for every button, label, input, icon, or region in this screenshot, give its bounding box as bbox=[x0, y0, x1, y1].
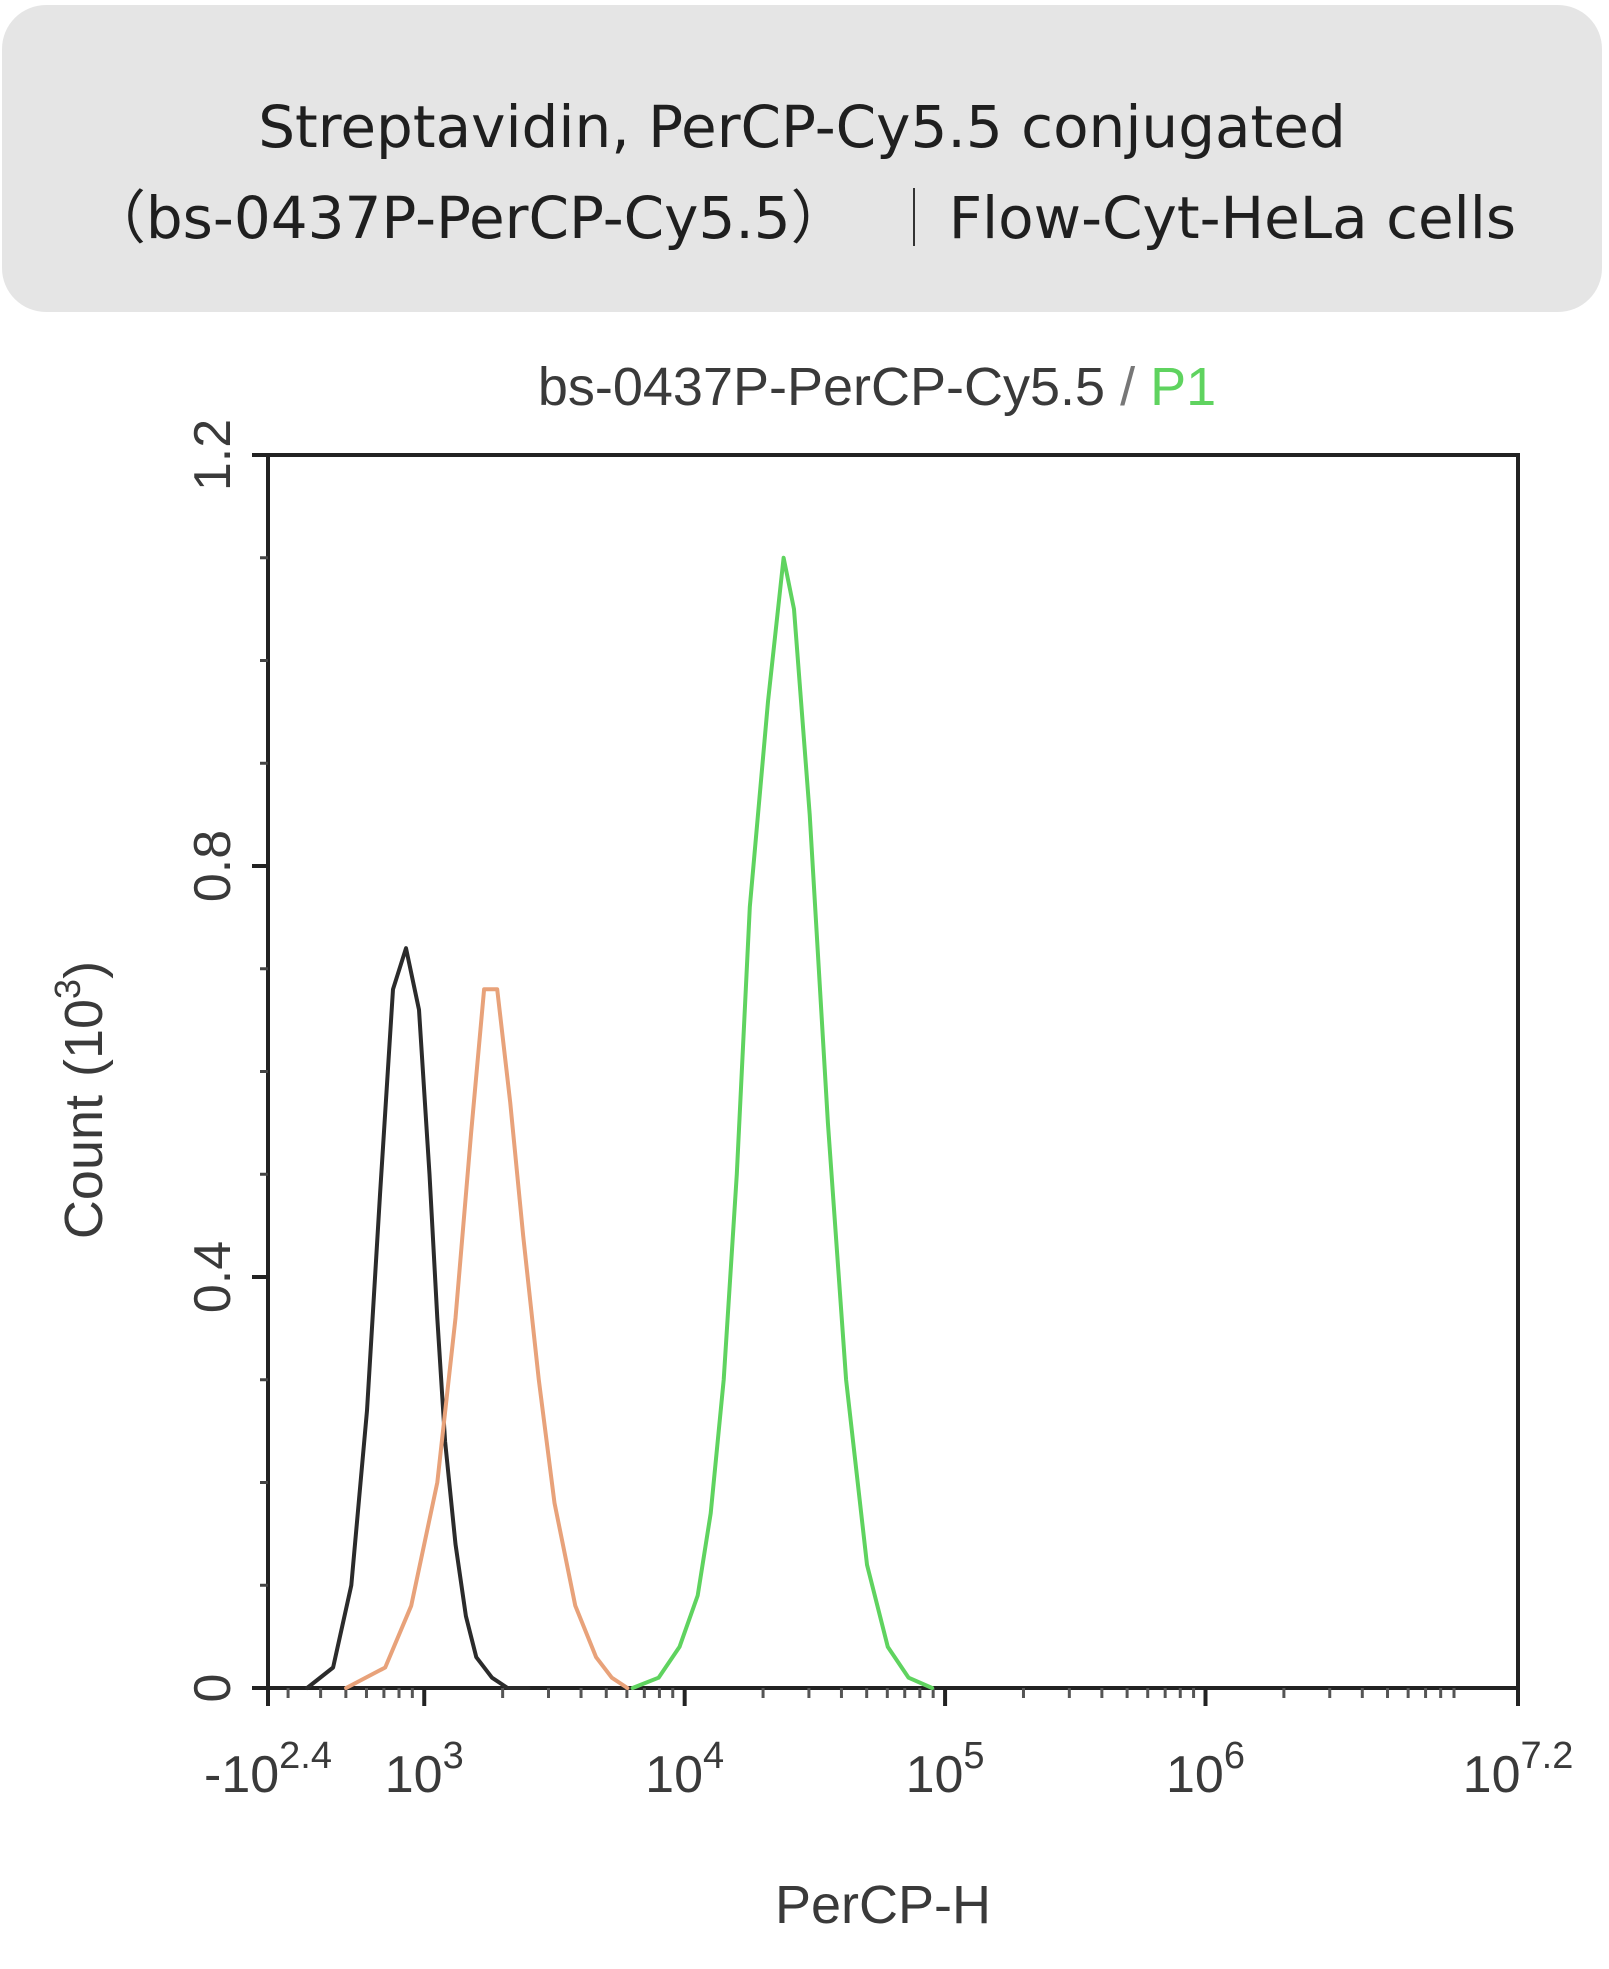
x-tick-label-base: 10 bbox=[1166, 1746, 1224, 1804]
chart-title-gate: P1 bbox=[1150, 357, 1216, 417]
x-tick-label-exponent: 2.4 bbox=[279, 1735, 332, 1777]
x-tick-label: 106 bbox=[1166, 1735, 1245, 1804]
x-tick-label-base: 10 bbox=[906, 1746, 964, 1804]
chart-title-sample: bs-0437P-PerCP-Cy5.5 bbox=[538, 357, 1105, 417]
product-code: （bs-0437P-PerCP-Cy5.5） bbox=[87, 184, 849, 252]
x-tick-label-base: -10 bbox=[204, 1746, 279, 1804]
title-separator bbox=[912, 188, 915, 246]
x-tick-label: 105 bbox=[906, 1735, 985, 1804]
x-tick-label-exponent: 5 bbox=[963, 1735, 984, 1777]
chart-title: bs-0437P-PerCP-Cy5.5 / P1 bbox=[538, 357, 1216, 417]
x-axis: -102.4 103 104 105 106 107.2 bbox=[204, 1688, 1573, 1804]
x-tick-label: 103 bbox=[385, 1735, 464, 1804]
histogram-curve-sample bbox=[630, 555, 935, 1690]
chart-title-separator: / bbox=[1105, 357, 1150, 417]
y-axis-title-unit-close: ) bbox=[54, 961, 114, 979]
header-title-line2: （bs-0437P-PerCP-Cy5.5） Flow-Cyt-HeLa cell… bbox=[2, 171, 1602, 255]
header-panel: Streptavidin, PerCP-Cy5.5 conjugated （bs… bbox=[2, 5, 1602, 312]
y-axis-title-label: Count bbox=[54, 1095, 114, 1239]
y-tick-label: 0 bbox=[184, 1674, 242, 1703]
header-title-line1: Streptavidin, PerCP-Cy5.5 conjugated bbox=[258, 93, 1346, 161]
histogram-series bbox=[305, 555, 935, 1690]
plot-frame bbox=[266, 453, 1520, 1690]
x-tick-label-exponent: 6 bbox=[1224, 1735, 1245, 1777]
y-tick-label: 0.4 bbox=[184, 1241, 242, 1313]
x-tick-label-exponent: 7.2 bbox=[1521, 1735, 1574, 1777]
histogram-curve-control bbox=[305, 946, 531, 1690]
x-tick-label: 104 bbox=[645, 1735, 724, 1804]
y-axis-title-unit-exp: 3 bbox=[47, 979, 88, 999]
x-axis-title: PerCP-H bbox=[775, 1875, 991, 1935]
x-tick-label-base: 10 bbox=[645, 1746, 703, 1804]
y-axis: 0 0.4 0.8 1.2 bbox=[184, 419, 268, 1703]
x-tick-label-base: 10 bbox=[385, 1746, 443, 1804]
histogram-curve-isotype bbox=[344, 987, 630, 1690]
histogram-chart: bs-0437P-PerCP-Cy5.5 / P1 0 0.4 0.8 1.2 -10… bbox=[47, 357, 1573, 1935]
y-axis-title-unit-open: (10 bbox=[54, 999, 114, 1077]
y-tick-label: 1.2 bbox=[184, 419, 242, 491]
application-label: Flow-Cyt-HeLa cells bbox=[948, 184, 1517, 252]
x-tick-label: -102.4 bbox=[204, 1735, 332, 1804]
x-tick-label-base: 10 bbox=[1463, 1746, 1521, 1804]
y-tick-label: 0.8 bbox=[184, 830, 242, 902]
x-tick-label-exponent: 4 bbox=[703, 1735, 724, 1777]
x-tick-label-exponent: 3 bbox=[443, 1735, 464, 1777]
y-axis-title: Count (103) bbox=[47, 961, 114, 1239]
x-tick-label: 107.2 bbox=[1463, 1735, 1574, 1804]
